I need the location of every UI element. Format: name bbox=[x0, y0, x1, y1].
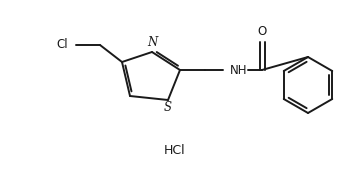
Text: NH: NH bbox=[230, 63, 248, 76]
Text: S: S bbox=[164, 101, 172, 114]
Text: O: O bbox=[257, 25, 267, 38]
Text: HCl: HCl bbox=[164, 143, 186, 157]
Text: Cl: Cl bbox=[57, 39, 68, 52]
Text: N: N bbox=[147, 36, 157, 49]
